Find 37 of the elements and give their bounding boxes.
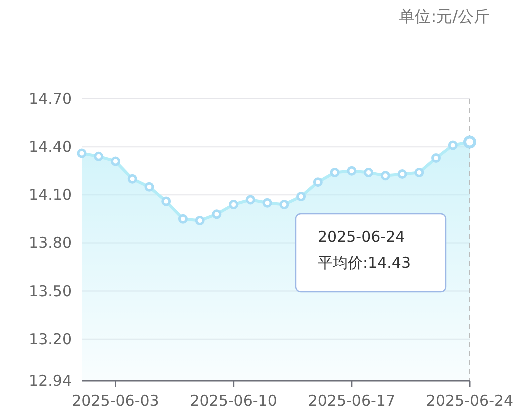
y-tick-label: 12.94 — [29, 372, 72, 390]
annotation: 2025-06-24 — [318, 228, 406, 246]
point — [195, 216, 205, 226]
y-tick-label: 13.80 — [29, 234, 72, 252]
point — [110, 156, 120, 166]
point — [162, 196, 172, 206]
point — [347, 166, 357, 176]
y-tick-label: 14.10 — [29, 186, 72, 204]
point — [229, 200, 239, 210]
x-tick-label: 2025-06-24 — [426, 392, 514, 410]
point — [178, 214, 188, 224]
point — [296, 192, 306, 202]
point — [262, 198, 272, 208]
x-tick-label: 2025-06-17 — [308, 392, 396, 410]
chart-title: 单位:元/公斤 — [399, 7, 490, 26]
y-tick-label: 13.20 — [29, 330, 72, 348]
point — [212, 210, 222, 220]
point — [128, 174, 138, 184]
point — [77, 148, 87, 158]
point — [94, 152, 104, 162]
point — [398, 170, 408, 180]
point — [144, 182, 154, 192]
point — [313, 178, 323, 188]
y-tick-label: 14.70 — [29, 90, 72, 108]
point — [330, 168, 340, 178]
point — [414, 168, 424, 178]
point — [246, 195, 256, 205]
annotation: 平均价:14.43 — [318, 254, 411, 272]
point — [364, 168, 374, 178]
y-tick-label: 14.40 — [29, 138, 72, 156]
point — [432, 154, 442, 164]
point — [448, 140, 458, 150]
y-tick-label: 13.50 — [29, 282, 72, 300]
x-tick-label: 2025-06-03 — [72, 392, 160, 410]
point — [380, 171, 390, 181]
x-tick-label: 2025-06-10 — [190, 392, 278, 410]
point — [280, 200, 290, 210]
